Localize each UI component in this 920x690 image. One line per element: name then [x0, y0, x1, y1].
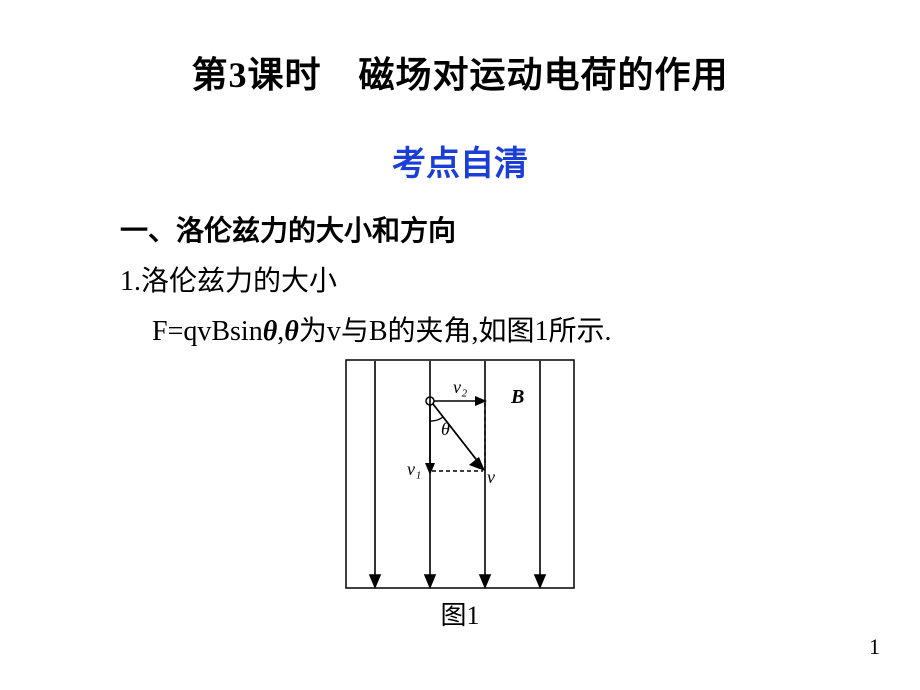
theta-1: θ [263, 316, 278, 347]
figure-svg: v₂ B θ v₁ v [345, 359, 575, 589]
theta-2: θ [284, 316, 299, 347]
label-v2: v₂ [453, 377, 467, 397]
label-theta: θ [441, 419, 450, 439]
point-1: 1.洛伦兹力的大小 [120, 259, 920, 299]
lesson-title: 第3课时 磁场对运动电荷的作用 [0, 0, 920, 98]
formula-rest: 为v与B的夹角,如图1所示. [299, 316, 612, 347]
figure-1: v₂ B θ v₁ v [0, 359, 920, 589]
formula-line: F=qvBsinθ,θ为v与B的夹角,如图1所示. [152, 309, 920, 349]
figure-caption: 图1 [0, 595, 920, 632]
page-number: 1 [869, 634, 880, 660]
subtitle-text: 考点自清 [392, 146, 528, 183]
label-v1: v₁ [407, 459, 421, 479]
section-heading: 一、洛伦兹力的大小和方向 [120, 209, 920, 249]
formula-prefix: F=qvBsin [152, 316, 263, 347]
label-v: v [487, 467, 495, 487]
point-text: 洛伦兹力的大小 [141, 266, 337, 297]
subtitle: 考点自清 [0, 136, 920, 185]
label-B: B [510, 386, 524, 408]
point-number: 1. [120, 266, 141, 297]
v2-arrow [434, 396, 487, 406]
v1-arrow [425, 405, 435, 475]
